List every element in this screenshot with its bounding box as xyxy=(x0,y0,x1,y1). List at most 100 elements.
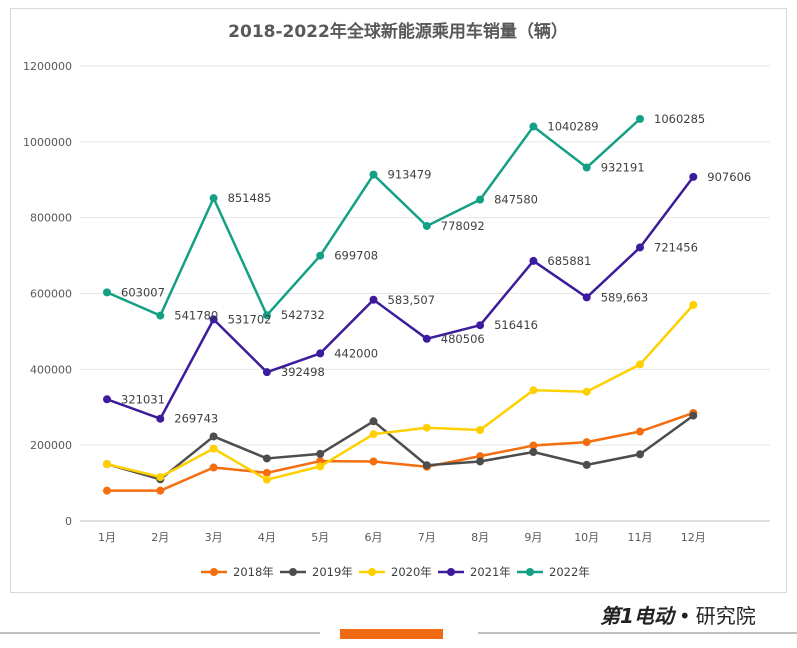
series-line-1 xyxy=(107,411,694,492)
series-line-3 xyxy=(106,304,695,481)
data-point xyxy=(582,387,591,396)
data-point xyxy=(316,449,325,458)
y-tick-label: 0 xyxy=(65,515,72,528)
data-point xyxy=(209,315,218,324)
data-point xyxy=(262,454,271,463)
brand-signature: 第1电动 • 研究院 xyxy=(600,600,756,629)
data-point xyxy=(369,457,378,466)
y-tick-label: 1200000 xyxy=(23,60,72,73)
data-point xyxy=(422,423,431,432)
data-point xyxy=(156,473,165,482)
chart-title: 2018-2022年全球新能源乘用车销量（辆） xyxy=(228,21,568,42)
data-label: 721456 xyxy=(654,240,698,254)
data-point xyxy=(476,321,485,330)
data-label: 907606 xyxy=(707,170,751,184)
legend-label: 2018年 xyxy=(233,565,274,579)
data-point xyxy=(529,256,538,265)
data-label: 542732 xyxy=(281,308,325,322)
data-label: 516416 xyxy=(494,318,538,332)
legend-swatch-marker xyxy=(210,568,218,576)
data-point xyxy=(262,311,271,320)
x-tick-label: 2月 xyxy=(151,531,169,544)
line-chart: 2018-2022年全球新能源乘用车销量（辆） 0 200000 400000 600… xyxy=(23,21,770,579)
legend-label: 2022年 xyxy=(549,565,590,579)
footer-divider-left xyxy=(0,632,320,634)
x-tick-label: 9月 xyxy=(524,531,542,544)
data-point xyxy=(103,395,111,404)
x-tick-label: 4月 xyxy=(258,531,276,544)
legend-swatch-marker xyxy=(368,568,376,576)
data-point xyxy=(529,122,538,131)
data-label: 480506 xyxy=(441,332,485,346)
data-label: 932191 xyxy=(601,161,645,175)
data-point xyxy=(582,460,591,469)
data-point xyxy=(636,114,644,123)
data-label: 1060285 xyxy=(654,112,705,126)
data-point xyxy=(103,288,111,297)
data-point xyxy=(209,463,218,472)
data-point xyxy=(529,441,538,450)
data-point xyxy=(582,438,591,447)
legend-swatch-marker xyxy=(526,568,534,576)
x-tick-label: 1月 xyxy=(98,531,116,544)
data-point xyxy=(636,450,644,459)
x-tick-label: 8月 xyxy=(471,531,489,544)
data-point xyxy=(582,293,591,302)
data-label: 699708 xyxy=(334,249,378,263)
data-point xyxy=(422,461,431,470)
data-point xyxy=(316,251,325,260)
data-label: 541780 xyxy=(174,309,218,323)
data-labels: 321031 269743 531702 392498 442000 583,507 480… xyxy=(121,112,751,426)
data-point xyxy=(636,360,644,369)
data-label: 269743 xyxy=(174,412,218,426)
y-tick-label: 400000 xyxy=(30,363,72,376)
data-point xyxy=(156,414,165,423)
data-point xyxy=(103,486,111,495)
data-label: 589,663 xyxy=(601,290,649,304)
data-label: 685881 xyxy=(547,254,591,268)
data-point xyxy=(316,349,325,358)
data-point xyxy=(156,311,165,320)
data-point xyxy=(476,457,485,466)
data-point xyxy=(369,170,378,179)
x-tick-label: 3月 xyxy=(205,531,223,544)
data-point xyxy=(316,462,325,471)
data-point xyxy=(262,475,271,484)
data-point xyxy=(636,243,644,252)
data-label: 392498 xyxy=(281,365,325,379)
data-label: 603007 xyxy=(121,285,165,299)
legend-swatch-marker xyxy=(289,568,297,576)
data-point xyxy=(582,163,591,172)
data-point xyxy=(156,486,165,495)
legend-label: 2021年 xyxy=(470,565,511,579)
legend-label: 2020年 xyxy=(391,565,432,579)
data-point xyxy=(209,194,218,203)
data-label: 321031 xyxy=(121,392,165,406)
data-point xyxy=(262,468,271,477)
data-label: 583,507 xyxy=(388,293,436,307)
x-tick-label: 10月 xyxy=(574,531,599,544)
x-tick-label: 11月 xyxy=(628,531,653,544)
y-tick-label: 1000000 xyxy=(23,136,72,149)
gridlines xyxy=(80,65,770,522)
brand-separator: • xyxy=(678,604,691,628)
data-label: 851485 xyxy=(228,191,272,205)
data-point xyxy=(209,432,218,441)
y-tick-label: 800000 xyxy=(30,212,72,225)
data-point xyxy=(529,447,538,456)
data-label: 847580 xyxy=(494,193,538,207)
data-point xyxy=(636,427,644,436)
data-point xyxy=(369,295,378,304)
data-point xyxy=(689,172,698,181)
legend-swatch-marker xyxy=(447,568,455,576)
x-tick-label: 6月 xyxy=(365,531,383,544)
data-label: 531702 xyxy=(228,312,272,326)
data-point xyxy=(529,386,538,395)
data-point xyxy=(262,368,271,377)
y-tick-label: 600000 xyxy=(30,288,72,301)
y-axis: 0 200000 400000 600000 800000 1000000 1200000 xyxy=(23,60,72,528)
data-label: 778092 xyxy=(441,219,485,233)
x-tick-label: 5月 xyxy=(311,531,329,544)
data-point xyxy=(689,300,698,309)
data-point xyxy=(476,195,485,204)
